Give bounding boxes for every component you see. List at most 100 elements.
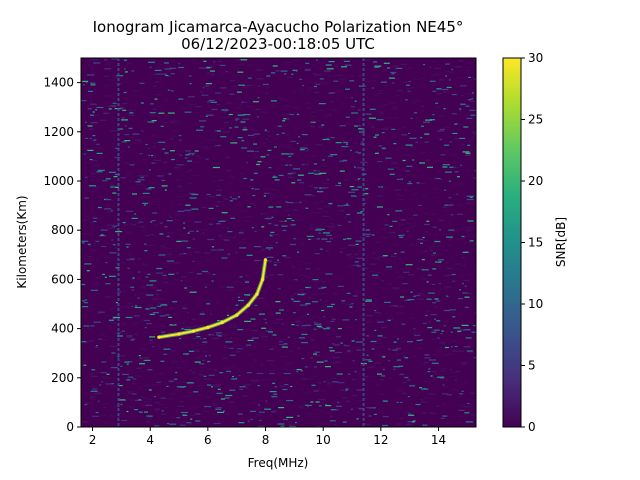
noise-speck: [260, 364, 263, 366]
noise-speck: [154, 410, 159, 412]
noise-speck: [283, 210, 289, 212]
noise-speck: [149, 339, 153, 341]
noise-speck: [462, 227, 469, 229]
noise-speck: [421, 205, 424, 207]
noise-speck: [246, 387, 248, 389]
noise-speck: [100, 229, 108, 231]
noise-speck: [447, 282, 452, 284]
noise-speck: [303, 147, 308, 149]
noise-speck: [407, 379, 411, 381]
noise-speck: [176, 240, 182, 242]
noise-speck: [446, 286, 450, 288]
noise-speck: [402, 381, 407, 384]
trace-point: [235, 313, 239, 317]
noise-speck: [190, 418, 193, 420]
noise-speck: [393, 341, 397, 343]
noise-speck: [459, 329, 466, 331]
colorbar-tick-label: 0: [528, 420, 536, 434]
noise-speck: [194, 221, 202, 223]
noise-speck: [317, 67, 322, 69]
noise-speck: [160, 413, 166, 415]
noise-speck: [464, 296, 470, 298]
noise-speck: [195, 422, 201, 424]
noise-speck: [377, 195, 383, 197]
noise-speck: [331, 318, 336, 320]
noise-speck: [93, 139, 97, 141]
noise-speck: [147, 369, 153, 371]
noise-speck: [394, 106, 399, 108]
noise-speck: [204, 404, 209, 406]
noise-speck: [432, 61, 437, 63]
noise-speck: [279, 339, 286, 341]
noise-speck: [240, 121, 246, 123]
noise-speck: [272, 382, 276, 384]
noise-speck: [401, 323, 406, 325]
noise-speck: [373, 257, 380, 259]
noise-speck: [178, 187, 184, 189]
noise-speck: [444, 346, 449, 349]
noise-speck: [99, 119, 107, 121]
noise-speck: [393, 166, 400, 169]
noise-speck: [438, 115, 446, 117]
noise-speck: [239, 259, 247, 261]
noise-speck: [434, 67, 442, 69]
noise-speck: [154, 396, 157, 398]
noise-speck: [268, 193, 274, 195]
noise-speck: [109, 322, 117, 324]
noise-speck: [433, 373, 438, 375]
noise-speck: [433, 177, 438, 179]
noise-speck: [173, 119, 179, 121]
noise-speck: [377, 321, 385, 323]
noise-speck: [318, 188, 325, 190]
noise-speck: [327, 179, 330, 181]
noise-speck: [100, 339, 108, 341]
noise-speck: [164, 68, 172, 70]
noise-speck: [350, 106, 355, 108]
noise-speck: [238, 230, 245, 232]
noise-speck: [238, 422, 245, 424]
noise-speck: [165, 314, 170, 316]
noise-speck: [400, 147, 404, 149]
noise-speck: [402, 283, 409, 285]
noise-speck: [304, 144, 309, 146]
noise-speck: [381, 148, 386, 150]
noise-speck: [403, 356, 406, 358]
noise-speck: [450, 346, 453, 348]
noise-speck: [461, 324, 469, 326]
noise-speck: [201, 146, 209, 148]
noise-speck: [237, 329, 244, 331]
noise-speck: [257, 385, 260, 387]
noise-speck: [191, 154, 194, 156]
noise-speck: [176, 272, 179, 274]
noise-speck: [404, 376, 409, 379]
noise-speck: [253, 259, 261, 262]
noise-speck: [202, 87, 205, 89]
noise-speck: [388, 348, 391, 350]
noise-speck: [274, 137, 278, 139]
noise-speck: [151, 395, 154, 398]
noise-speck: [202, 229, 209, 231]
noise-speck: [350, 338, 358, 341]
noise-speck: [439, 377, 444, 379]
noise-speck: [285, 201, 289, 203]
noise-speck: [265, 188, 268, 190]
noise-speck: [434, 261, 441, 263]
noise-speck: [238, 104, 243, 106]
noise-speck: [310, 357, 313, 359]
noise-speck: [264, 218, 272, 220]
noise-speck: [412, 174, 416, 176]
noise-speck: [436, 300, 441, 302]
noise-speck: [465, 93, 473, 95]
noise-speck: [251, 188, 254, 190]
noise-speck: [442, 384, 446, 386]
noise-speck: [463, 346, 471, 348]
noise-speck: [279, 309, 284, 311]
noise-speck: [277, 125, 282, 127]
noise-speck: [192, 238, 195, 240]
noise-speck: [182, 305, 187, 307]
noise-speck: [182, 414, 188, 416]
noise-speck: [441, 330, 444, 332]
noise-speck: [180, 326, 187, 328]
noise-speck: [196, 230, 199, 232]
noise-speck: [94, 169, 97, 171]
